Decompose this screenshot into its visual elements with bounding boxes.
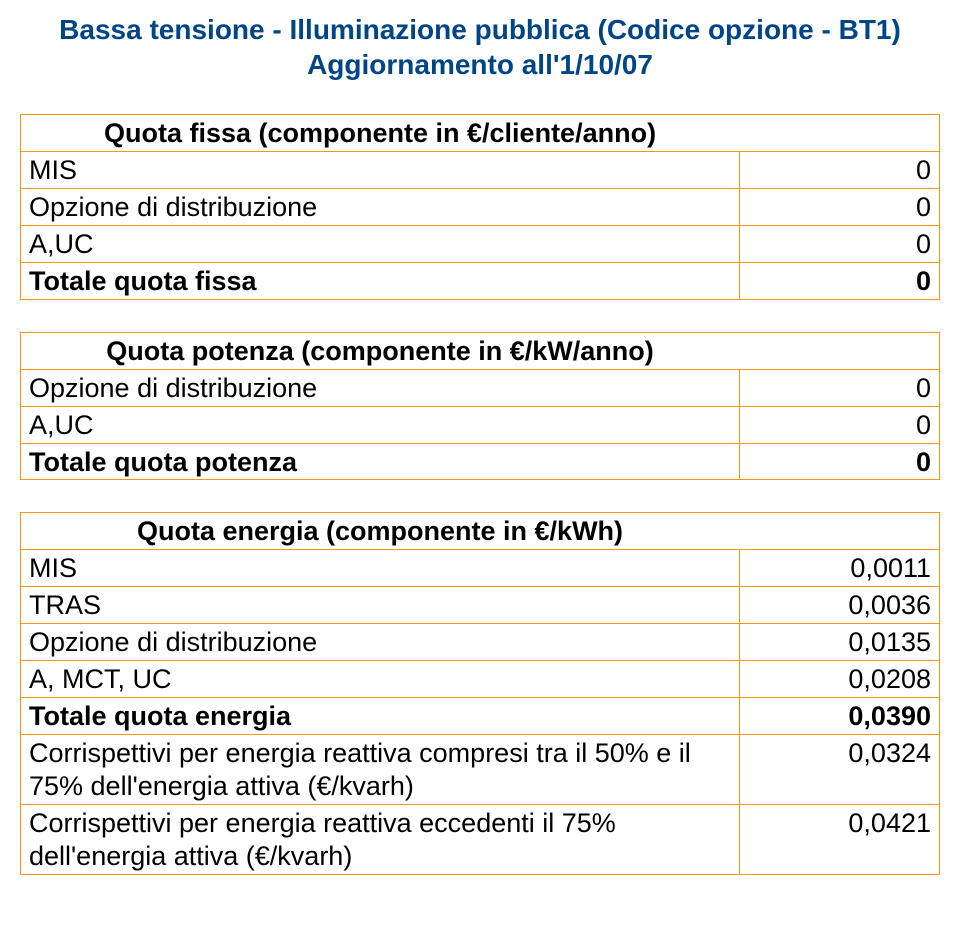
row-label: A,UC (21, 225, 740, 262)
table-row: Corrispettivi per energia reattiva compr… (21, 735, 940, 805)
table-row: A, MCT, UC0,0208 (21, 661, 940, 698)
table-row: Corrispettivi per energia reattiva ecced… (21, 804, 940, 874)
section: Quota potenza (componente in €/kW/anno)O… (20, 332, 940, 481)
page: Bassa tensione - Illuminazione pubblica … (0, 0, 960, 895)
section: Quota energia (componente in €/kWh)MIS0,… (20, 512, 940, 874)
row-value: 0 (739, 188, 939, 225)
table-row: A,UC0 (21, 406, 940, 443)
tariff-table: Quota fissa (componente in €/cliente/ann… (20, 114, 940, 300)
table-row: Totale quota fissa0 (21, 262, 940, 299)
section: Quota fissa (componente in €/cliente/ann… (20, 114, 940, 300)
table-row: Totale quota energia0,0390 (21, 698, 940, 735)
table-row: MIS0,0011 (21, 550, 940, 587)
row-value: 0 (739, 369, 939, 406)
row-label: A,UC (21, 406, 740, 443)
row-value: 0,0324 (739, 735, 939, 805)
section-header-spacer (739, 115, 939, 152)
page-title: Bassa tensione - Illuminazione pubblica … (20, 12, 940, 82)
row-value: 0 (739, 225, 939, 262)
row-value: 0,0036 (739, 587, 939, 624)
section-header: Quota fissa (componente in €/cliente/ann… (21, 115, 740, 152)
table-row: TRAS0,0036 (21, 587, 940, 624)
row-value: 0,0011 (739, 550, 939, 587)
section-header: Quota potenza (componente in €/kW/anno) (21, 332, 740, 369)
row-label: Corrispettivi per energia reattiva compr… (21, 735, 740, 805)
row-value: 0 (739, 443, 939, 480)
row-label: TRAS (21, 587, 740, 624)
row-value: 0 (739, 406, 939, 443)
table-row: Opzione di distribuzione0 (21, 369, 940, 406)
row-label: Opzione di distribuzione (21, 188, 740, 225)
section-header-spacer (739, 513, 939, 550)
row-value: 0,0390 (739, 698, 939, 735)
row-label: Totale quota potenza (21, 443, 740, 480)
tables-container: Quota fissa (componente in €/cliente/ann… (20, 114, 940, 875)
tariff-table: Quota potenza (componente in €/kW/anno)O… (20, 332, 940, 481)
row-value: 0,0421 (739, 804, 939, 874)
title-line-2: Aggiornamento all'1/10/07 (20, 47, 940, 82)
row-value: 0 (739, 151, 939, 188)
row-label: Totale quota fissa (21, 262, 740, 299)
row-label: Totale quota energia (21, 698, 740, 735)
section-header-spacer (739, 332, 939, 369)
table-row: Opzione di distribuzione0,0135 (21, 624, 940, 661)
table-row: MIS0 (21, 151, 940, 188)
row-label: MIS (21, 151, 740, 188)
row-value: 0 (739, 262, 939, 299)
row-label: MIS (21, 550, 740, 587)
tariff-table: Quota energia (componente in €/kWh)MIS0,… (20, 512, 940, 874)
row-value: 0,0135 (739, 624, 939, 661)
title-line-1: Bassa tensione - Illuminazione pubblica … (20, 12, 940, 47)
section-header: Quota energia (componente in €/kWh) (21, 513, 740, 550)
table-row: Opzione di distribuzione0 (21, 188, 940, 225)
row-value: 0,0208 (739, 661, 939, 698)
row-label: A, MCT, UC (21, 661, 740, 698)
row-label: Opzione di distribuzione (21, 624, 740, 661)
row-label: Corrispettivi per energia reattiva ecced… (21, 804, 740, 874)
row-label: Opzione di distribuzione (21, 369, 740, 406)
table-row: Totale quota potenza0 (21, 443, 940, 480)
table-row: A,UC0 (21, 225, 940, 262)
